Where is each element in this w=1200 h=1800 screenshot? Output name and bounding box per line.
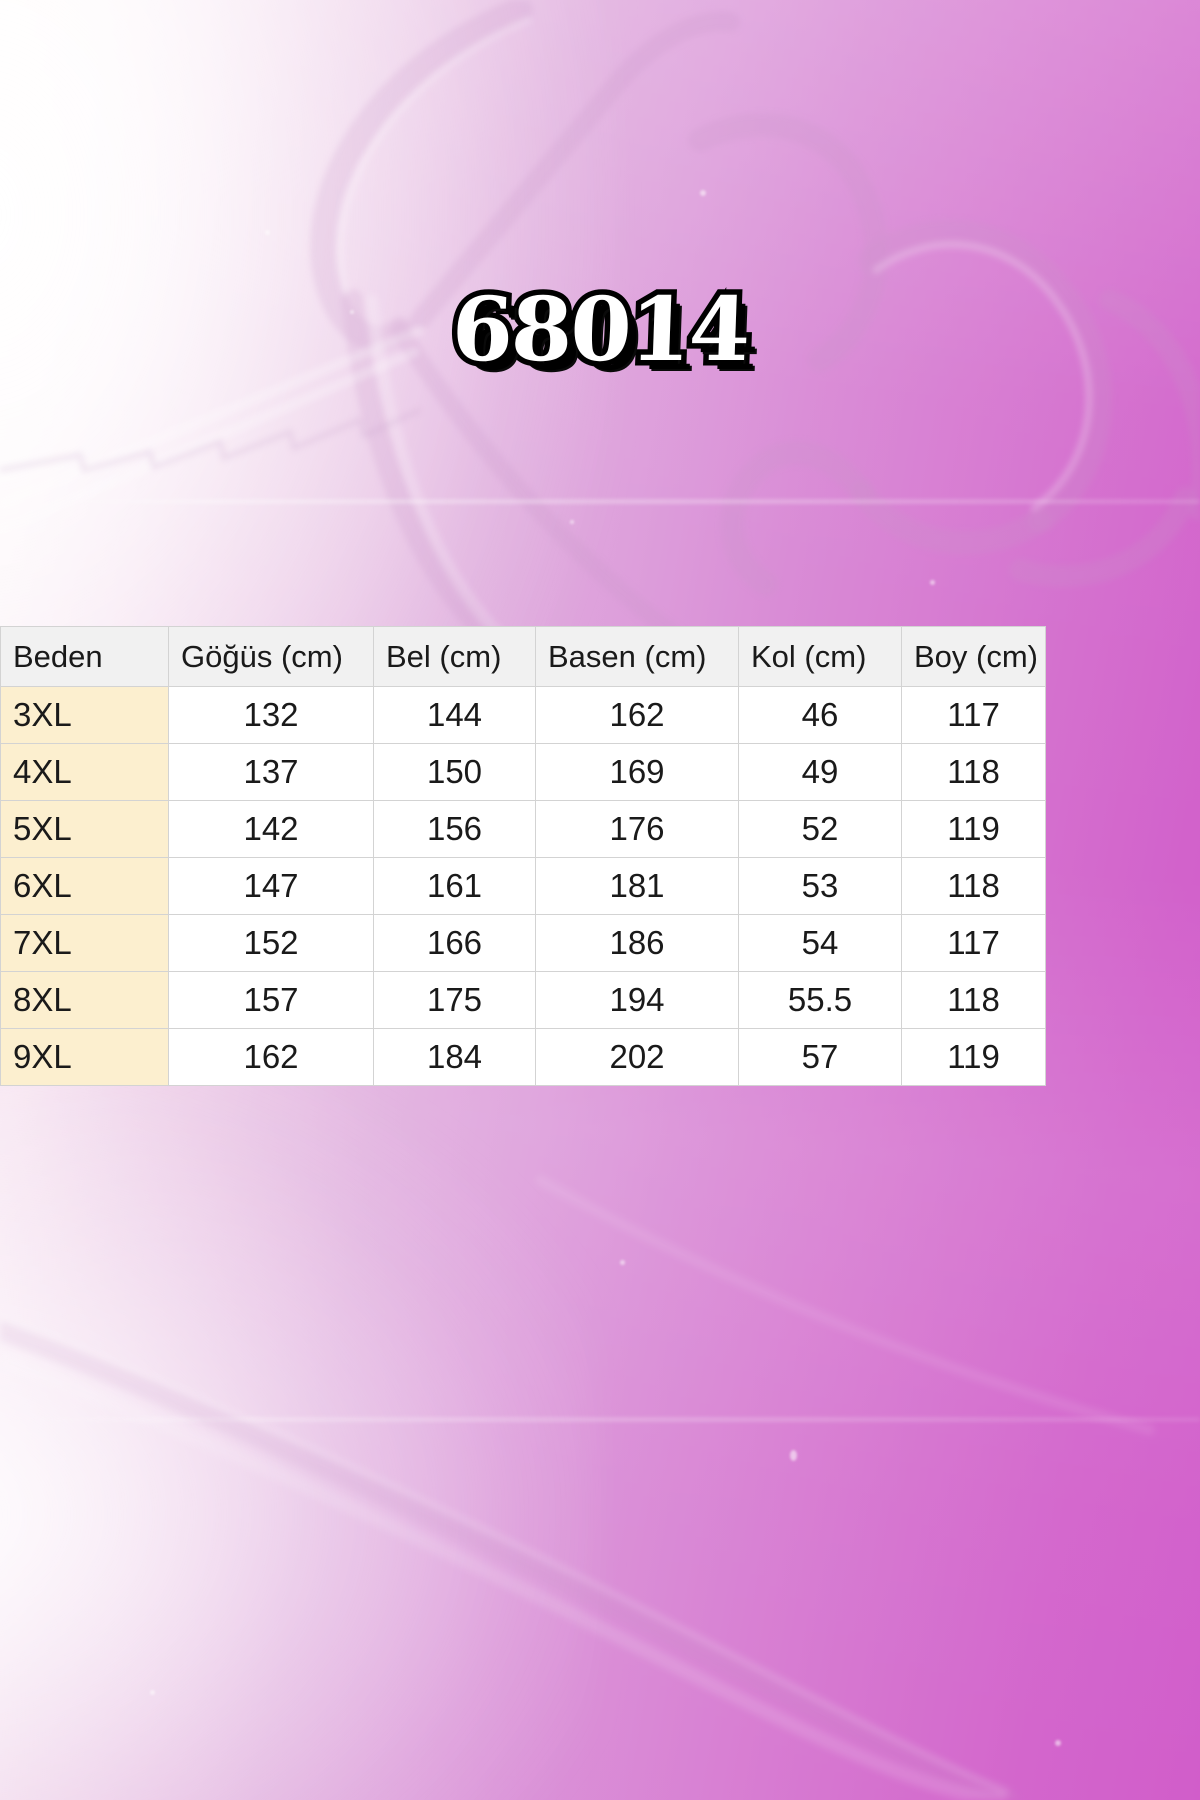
cell-kol: 49 [738, 743, 902, 801]
shelf-highlight-line-bottom [0, 1418, 1200, 1421]
table-row: 3XL 132 144 162 46 117 [0, 686, 1046, 744]
light-speck [265, 230, 270, 235]
column-header-beden: Beden [0, 626, 169, 687]
cell-kol: 46 [738, 686, 902, 744]
cell-bel: 156 [373, 800, 536, 858]
cell-bel: 161 [373, 857, 536, 915]
size-table-body: 3XL 132 144 162 46 117 4XL 137 150 169 4… [0, 686, 1046, 1086]
cell-kol: 57 [738, 1028, 902, 1086]
size-table: Beden Göğüs (cm) Bel (cm) Basen (cm) Kol… [0, 626, 1046, 1086]
cell-beden: 6XL [0, 857, 169, 915]
cell-bel: 175 [373, 971, 536, 1029]
light-speck [1055, 1740, 1061, 1746]
table-row: 7XL 152 166 186 54 117 [0, 914, 1046, 972]
cell-gogus: 162 [168, 1028, 374, 1086]
cell-basen: 181 [535, 857, 739, 915]
cell-kol: 52 [738, 800, 902, 858]
size-table-container: Beden Göğüs (cm) Bel (cm) Basen (cm) Kol… [0, 626, 1046, 1086]
column-header-basen: Basen (cm) [535, 626, 739, 687]
background-light-bloom-bottom [0, 1020, 600, 1800]
cell-beden: 4XL [0, 743, 169, 801]
cell-bel: 184 [373, 1028, 536, 1086]
page-title: 68014 [445, 272, 756, 387]
cell-beden: 3XL [0, 686, 169, 744]
title-container: 68014 [0, 272, 1200, 387]
cell-basen: 194 [535, 971, 739, 1029]
cell-kol: 53 [738, 857, 902, 915]
cell-basen: 162 [535, 686, 739, 744]
table-row: 4XL 137 150 169 49 118 [0, 743, 1046, 801]
cell-bel: 150 [373, 743, 536, 801]
cell-basen: 186 [535, 914, 739, 972]
column-header-boy: Boy (cm) [901, 626, 1046, 687]
light-speck [790, 1450, 797, 1461]
cell-gogus: 132 [168, 686, 374, 744]
light-speck [700, 190, 706, 196]
cell-gogus: 142 [168, 800, 374, 858]
cell-basen: 202 [535, 1028, 739, 1086]
cell-boy: 117 [901, 686, 1046, 744]
cell-beden: 5XL [0, 800, 169, 858]
cell-gogus: 147 [168, 857, 374, 915]
light-speck [570, 520, 574, 524]
cell-boy: 118 [901, 743, 1046, 801]
cell-boy: 118 [901, 971, 1046, 1029]
cell-gogus: 137 [168, 743, 374, 801]
light-speck [150, 1690, 155, 1695]
column-header-bel: Bel (cm) [373, 626, 536, 687]
light-speck [930, 580, 935, 585]
cell-boy: 117 [901, 914, 1046, 972]
cell-bel: 144 [373, 686, 536, 744]
cell-bel: 166 [373, 914, 536, 972]
cell-kol: 54 [738, 914, 902, 972]
cell-basen: 169 [535, 743, 739, 801]
table-row: 9XL 162 184 202 57 119 [0, 1028, 1046, 1086]
cell-beden: 7XL [0, 914, 169, 972]
cell-gogus: 157 [168, 971, 374, 1029]
cell-boy: 118 [901, 857, 1046, 915]
light-speck [620, 1260, 625, 1265]
cell-basen: 176 [535, 800, 739, 858]
cell-boy: 119 [901, 1028, 1046, 1086]
cell-gogus: 152 [168, 914, 374, 972]
cell-beden: 8XL [0, 971, 169, 1029]
cell-kol: 55.5 [738, 971, 902, 1029]
table-header-row: Beden Göğüs (cm) Bel (cm) Basen (cm) Kol… [0, 626, 1046, 687]
table-row: 6XL 147 161 181 53 118 [0, 857, 1046, 915]
cell-boy: 119 [901, 800, 1046, 858]
size-table-head: Beden Göğüs (cm) Bel (cm) Basen (cm) Kol… [0, 626, 1046, 687]
column-header-gogus: Göğüs (cm) [168, 626, 374, 687]
light-speck [350, 310, 354, 314]
shelf-highlight-line-top [0, 500, 1200, 503]
table-row: 8XL 157 175 194 55.5 118 [0, 971, 1046, 1029]
cell-beden: 9XL [0, 1028, 169, 1086]
table-row: 5XL 142 156 176 52 119 [0, 800, 1046, 858]
column-header-kol: Kol (cm) [738, 626, 902, 687]
